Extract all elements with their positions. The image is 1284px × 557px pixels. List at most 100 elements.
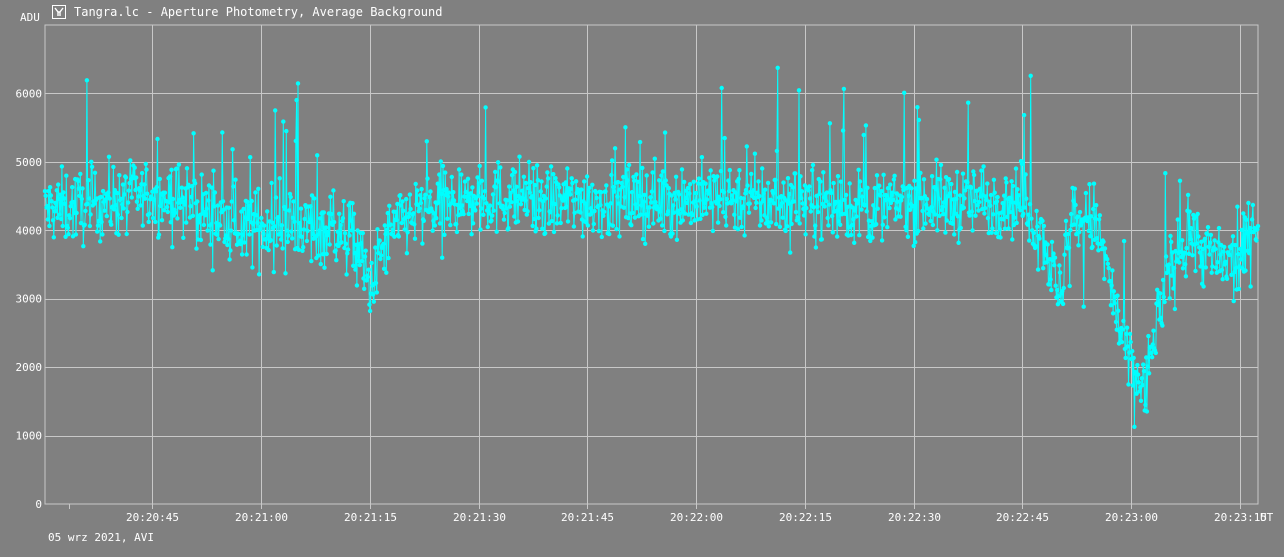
data-point xyxy=(507,184,512,189)
data-point xyxy=(1205,225,1211,230)
data-point xyxy=(231,218,237,223)
data-point xyxy=(1193,268,1198,274)
data-point xyxy=(785,176,791,181)
data-point xyxy=(387,203,392,208)
data-point xyxy=(393,209,399,215)
data-point xyxy=(1051,251,1056,256)
data-point xyxy=(1015,187,1020,192)
data-point xyxy=(857,233,862,238)
data-point xyxy=(852,208,858,213)
data-point xyxy=(1216,225,1222,231)
data-point xyxy=(941,200,947,205)
data-point xyxy=(1149,355,1155,360)
x-tick-label: 20:21:00 xyxy=(235,511,288,524)
y-axis-label: ADU xyxy=(20,11,40,24)
data-point xyxy=(356,258,361,264)
data-point xyxy=(1004,180,1009,185)
data-point xyxy=(220,130,225,135)
data-point xyxy=(115,212,121,217)
data-point xyxy=(1134,391,1139,396)
data-point xyxy=(315,232,321,237)
data-point xyxy=(927,212,932,217)
data-point xyxy=(1155,302,1161,308)
data-point xyxy=(708,168,713,173)
data-point xyxy=(662,228,667,234)
data-point xyxy=(1041,223,1047,229)
data-point xyxy=(245,216,251,222)
x-tick-label: 20:21:15 xyxy=(344,511,397,524)
data-point xyxy=(1021,211,1026,216)
data-point xyxy=(327,242,332,247)
data-point xyxy=(173,210,178,215)
data-point xyxy=(649,189,655,194)
data-point xyxy=(485,224,490,230)
data-point xyxy=(766,224,771,229)
data-point xyxy=(852,240,857,245)
data-point xyxy=(277,176,282,181)
data-point xyxy=(781,180,786,185)
data-point xyxy=(985,215,991,221)
data-point xyxy=(65,225,71,230)
data-point xyxy=(1077,209,1083,215)
data-point xyxy=(591,221,596,227)
data-point xyxy=(881,172,886,177)
data-point xyxy=(875,206,880,211)
data-point xyxy=(724,196,730,202)
data-point xyxy=(608,201,613,206)
data-point xyxy=(819,237,824,242)
data-point xyxy=(144,167,149,172)
data-point xyxy=(225,242,230,248)
data-point xyxy=(698,216,703,221)
data-point xyxy=(615,194,620,199)
data-point xyxy=(558,220,563,226)
data-point xyxy=(1027,202,1033,207)
data-point xyxy=(271,269,276,275)
data-point xyxy=(768,220,774,225)
data-point xyxy=(1008,199,1013,205)
data-point xyxy=(98,194,104,200)
data-point xyxy=(1168,233,1173,239)
data-point xyxy=(977,186,983,191)
data-point xyxy=(538,189,543,194)
data-point xyxy=(440,255,445,260)
data-point xyxy=(554,221,560,226)
data-point xyxy=(295,81,301,86)
data-point xyxy=(582,179,587,184)
data-point xyxy=(995,194,1000,200)
data-point xyxy=(1019,161,1025,167)
data-point xyxy=(459,172,464,177)
data-point xyxy=(278,237,284,242)
data-point xyxy=(89,164,95,169)
data-point xyxy=(151,197,157,202)
data-point xyxy=(236,231,241,237)
data-point xyxy=(775,65,780,71)
data-point xyxy=(168,220,173,225)
data-point xyxy=(85,201,90,207)
data-point xyxy=(351,263,356,268)
data-point xyxy=(594,195,599,201)
data-point xyxy=(375,227,380,232)
data-point xyxy=(829,213,835,219)
data-point xyxy=(923,221,928,226)
data-point xyxy=(1209,270,1214,275)
data-point xyxy=(1206,244,1211,249)
data-point xyxy=(1063,218,1069,224)
data-point xyxy=(142,196,148,201)
data-point xyxy=(868,238,873,244)
data-point xyxy=(796,216,801,222)
data-point xyxy=(78,220,84,226)
data-point xyxy=(1105,261,1111,266)
data-point xyxy=(220,199,226,204)
data-point xyxy=(120,182,126,187)
data-point xyxy=(747,201,752,206)
data-point xyxy=(888,182,893,187)
data-point xyxy=(456,167,462,172)
y-tick-label: 1000 xyxy=(16,430,43,443)
data-point xyxy=(840,128,846,133)
data-point xyxy=(626,162,632,168)
data-point xyxy=(1169,239,1174,245)
data-point xyxy=(902,90,907,96)
data-point xyxy=(529,194,535,199)
data-point xyxy=(710,204,715,210)
